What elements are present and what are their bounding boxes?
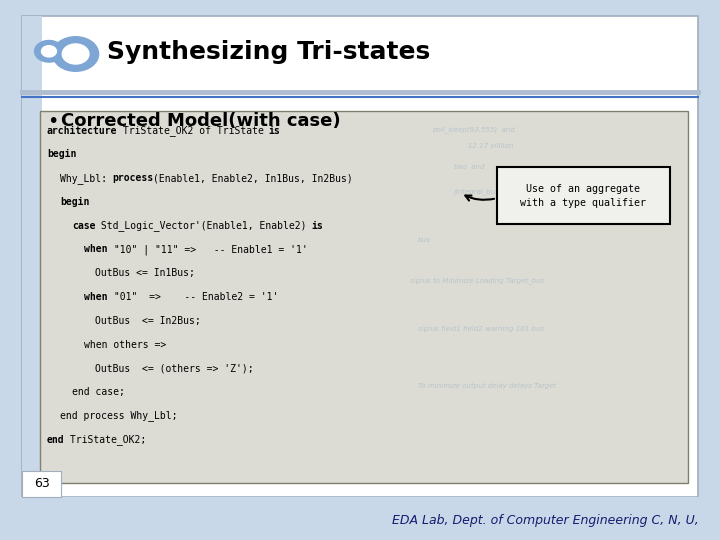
Text: case: case [72, 221, 96, 231]
FancyBboxPatch shape [0, 497, 720, 540]
FancyBboxPatch shape [497, 167, 670, 224]
Text: signal field1 field2 warning 101 bus: signal field1 field2 warning 101 bus [418, 326, 544, 333]
Text: "10" | "11" =>   -- Enable1 = '1': "10" | "11" => -- Enable1 = '1' [107, 244, 307, 255]
FancyBboxPatch shape [22, 16, 698, 497]
FancyBboxPatch shape [22, 471, 61, 497]
Circle shape [53, 37, 99, 71]
Text: end: end [47, 435, 64, 444]
Text: architecture: architecture [47, 126, 117, 136]
Text: poll_sleep(93.555)  and: poll_sleep(93.555) and [432, 126, 515, 133]
Text: Std_Logic_Vector'(Enable1, Enable2): Std_Logic_Vector'(Enable1, Enable2) [95, 220, 312, 231]
Text: EDA Lab, Dept. of Computer Engineering C, N, U,: EDA Lab, Dept. of Computer Engineering C… [392, 514, 698, 527]
Circle shape [42, 46, 56, 57]
Text: OutBus  <= In2Bus;: OutBus <= In2Bus; [95, 316, 201, 326]
Text: end case;: end case; [72, 387, 125, 397]
Text: 12.17 yilllion: 12.17 yilllion [468, 143, 513, 149]
Text: two  and: two and [454, 164, 484, 171]
Text: "01"  =>    -- Enable2 = '1': "01" => -- Enable2 = '1' [107, 292, 278, 302]
Text: To minimize output delay delays Target: To minimize output delay delays Target [418, 383, 556, 389]
Text: OutBus  <= (others => 'Z');: OutBus <= (others => 'Z'); [95, 363, 253, 373]
Text: is: is [311, 221, 323, 231]
Text: Corrected Model(with case): Corrected Model(with case) [61, 112, 341, 131]
Text: begin: begin [47, 150, 76, 159]
Text: Use of an aggregate
with a type qualifier: Use of an aggregate with a type qualifie… [520, 184, 647, 208]
Text: TriState_OK2;: TriState_OK2; [64, 434, 147, 445]
Text: process: process [112, 173, 153, 183]
Text: end process Why_Lbl;: end process Why_Lbl; [60, 410, 177, 421]
Text: when: when [84, 245, 108, 254]
Text: bus: bus [418, 237, 431, 244]
Text: when: when [84, 292, 108, 302]
Text: (Enable1, Enable2, In1Bus, In2Bus): (Enable1, Enable2, In1Bus, In2Bus) [153, 173, 353, 183]
Text: OutBus <= In1Bus;: OutBus <= In1Bus; [95, 268, 195, 278]
Text: Why_Lbl:: Why_Lbl: [60, 173, 112, 184]
Text: when others =>: when others => [84, 340, 166, 349]
Text: (integral_bus): (integral_bus) [454, 188, 503, 195]
Text: 63: 63 [34, 477, 50, 490]
Text: begin: begin [60, 197, 89, 207]
Text: •: • [47, 112, 58, 131]
Circle shape [35, 40, 63, 62]
FancyBboxPatch shape [22, 16, 42, 497]
Circle shape [62, 44, 89, 64]
Text: is: is [269, 126, 280, 136]
Text: Synthesizing Tri-states: Synthesizing Tri-states [107, 40, 430, 64]
FancyBboxPatch shape [40, 111, 688, 483]
Text: TriState_OK2 of TriState: TriState_OK2 of TriState [117, 125, 269, 136]
Text: signal to Minimize Loading Target_bus: signal to Minimize Loading Target_bus [410, 278, 544, 284]
